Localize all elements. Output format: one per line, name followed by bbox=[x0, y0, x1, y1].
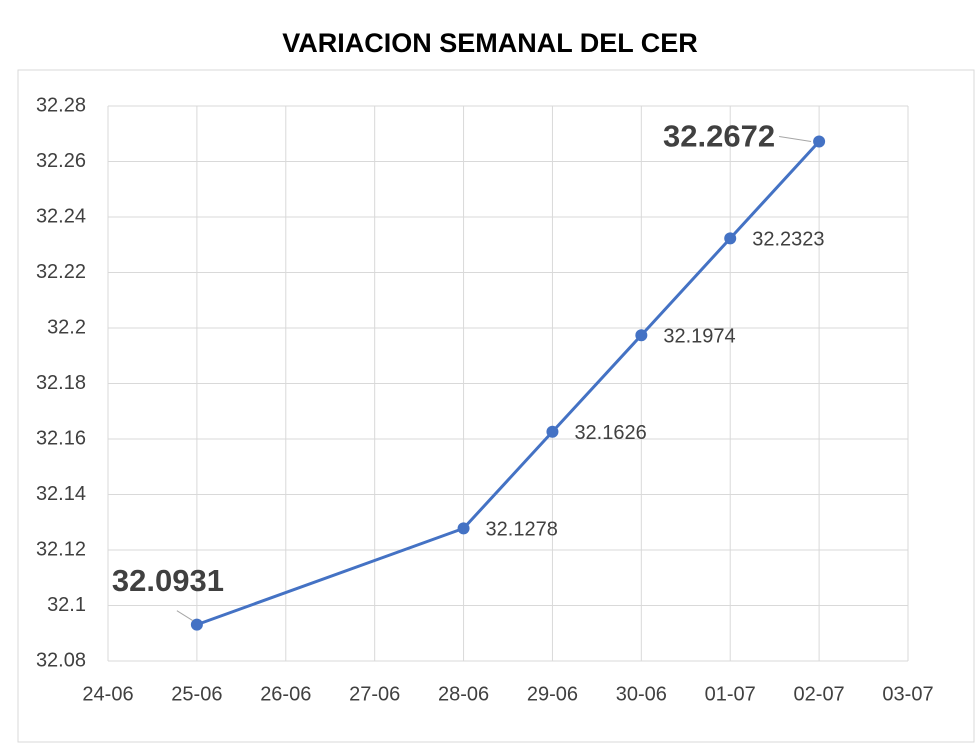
x-tick-label: 24-06 bbox=[82, 683, 133, 705]
data-label: 32.2323 bbox=[752, 229, 824, 251]
x-tick-label: 01-07 bbox=[705, 683, 756, 705]
x-tick-label: 30-06 bbox=[616, 683, 667, 705]
y-tick-label: 32.14 bbox=[36, 483, 86, 505]
y-tick-label: 32.16 bbox=[36, 427, 86, 449]
y-tick-label: 32.22 bbox=[36, 261, 86, 283]
data-label: 32.1626 bbox=[574, 422, 646, 444]
chart-title: VARIACION SEMANAL DEL CER bbox=[282, 28, 698, 58]
data-point bbox=[724, 232, 737, 245]
leader-line bbox=[176, 610, 194, 622]
data-label-highlight: 32.0931 bbox=[112, 563, 224, 598]
data-label-highlight: 32.2672 bbox=[663, 119, 775, 154]
data-point bbox=[190, 618, 203, 631]
y-tick-label: 32.28 bbox=[36, 94, 86, 116]
x-tick-label: 27-06 bbox=[349, 683, 400, 705]
leader-line bbox=[779, 136, 812, 143]
x-tick-label: 26-06 bbox=[260, 683, 311, 705]
data-point bbox=[635, 329, 648, 342]
data-point bbox=[546, 425, 559, 438]
x-tick-label: 25-06 bbox=[171, 683, 222, 705]
data-line bbox=[196, 140, 821, 627]
data-label: 32.1278 bbox=[486, 519, 558, 541]
x-tick-label: 03-07 bbox=[882, 683, 933, 705]
y-tick-label: 32.2 bbox=[47, 316, 86, 338]
x-tick-label: 28-06 bbox=[438, 683, 489, 705]
y-tick-label: 32.24 bbox=[36, 205, 86, 227]
y-tick-label: 32.18 bbox=[36, 372, 86, 394]
data-point bbox=[457, 522, 470, 535]
data-label: 32.1974 bbox=[663, 325, 735, 347]
data-point bbox=[813, 135, 826, 148]
x-tick-label: 02-07 bbox=[794, 683, 845, 705]
y-tick-label: 32.26 bbox=[36, 150, 86, 172]
y-tick-label: 32.1 bbox=[47, 594, 86, 616]
y-tick-label: 32.12 bbox=[36, 538, 86, 560]
y-tick-label: 32.08 bbox=[36, 649, 86, 671]
chart-border bbox=[17, 69, 975, 743]
x-tick-label: 29-06 bbox=[527, 683, 578, 705]
